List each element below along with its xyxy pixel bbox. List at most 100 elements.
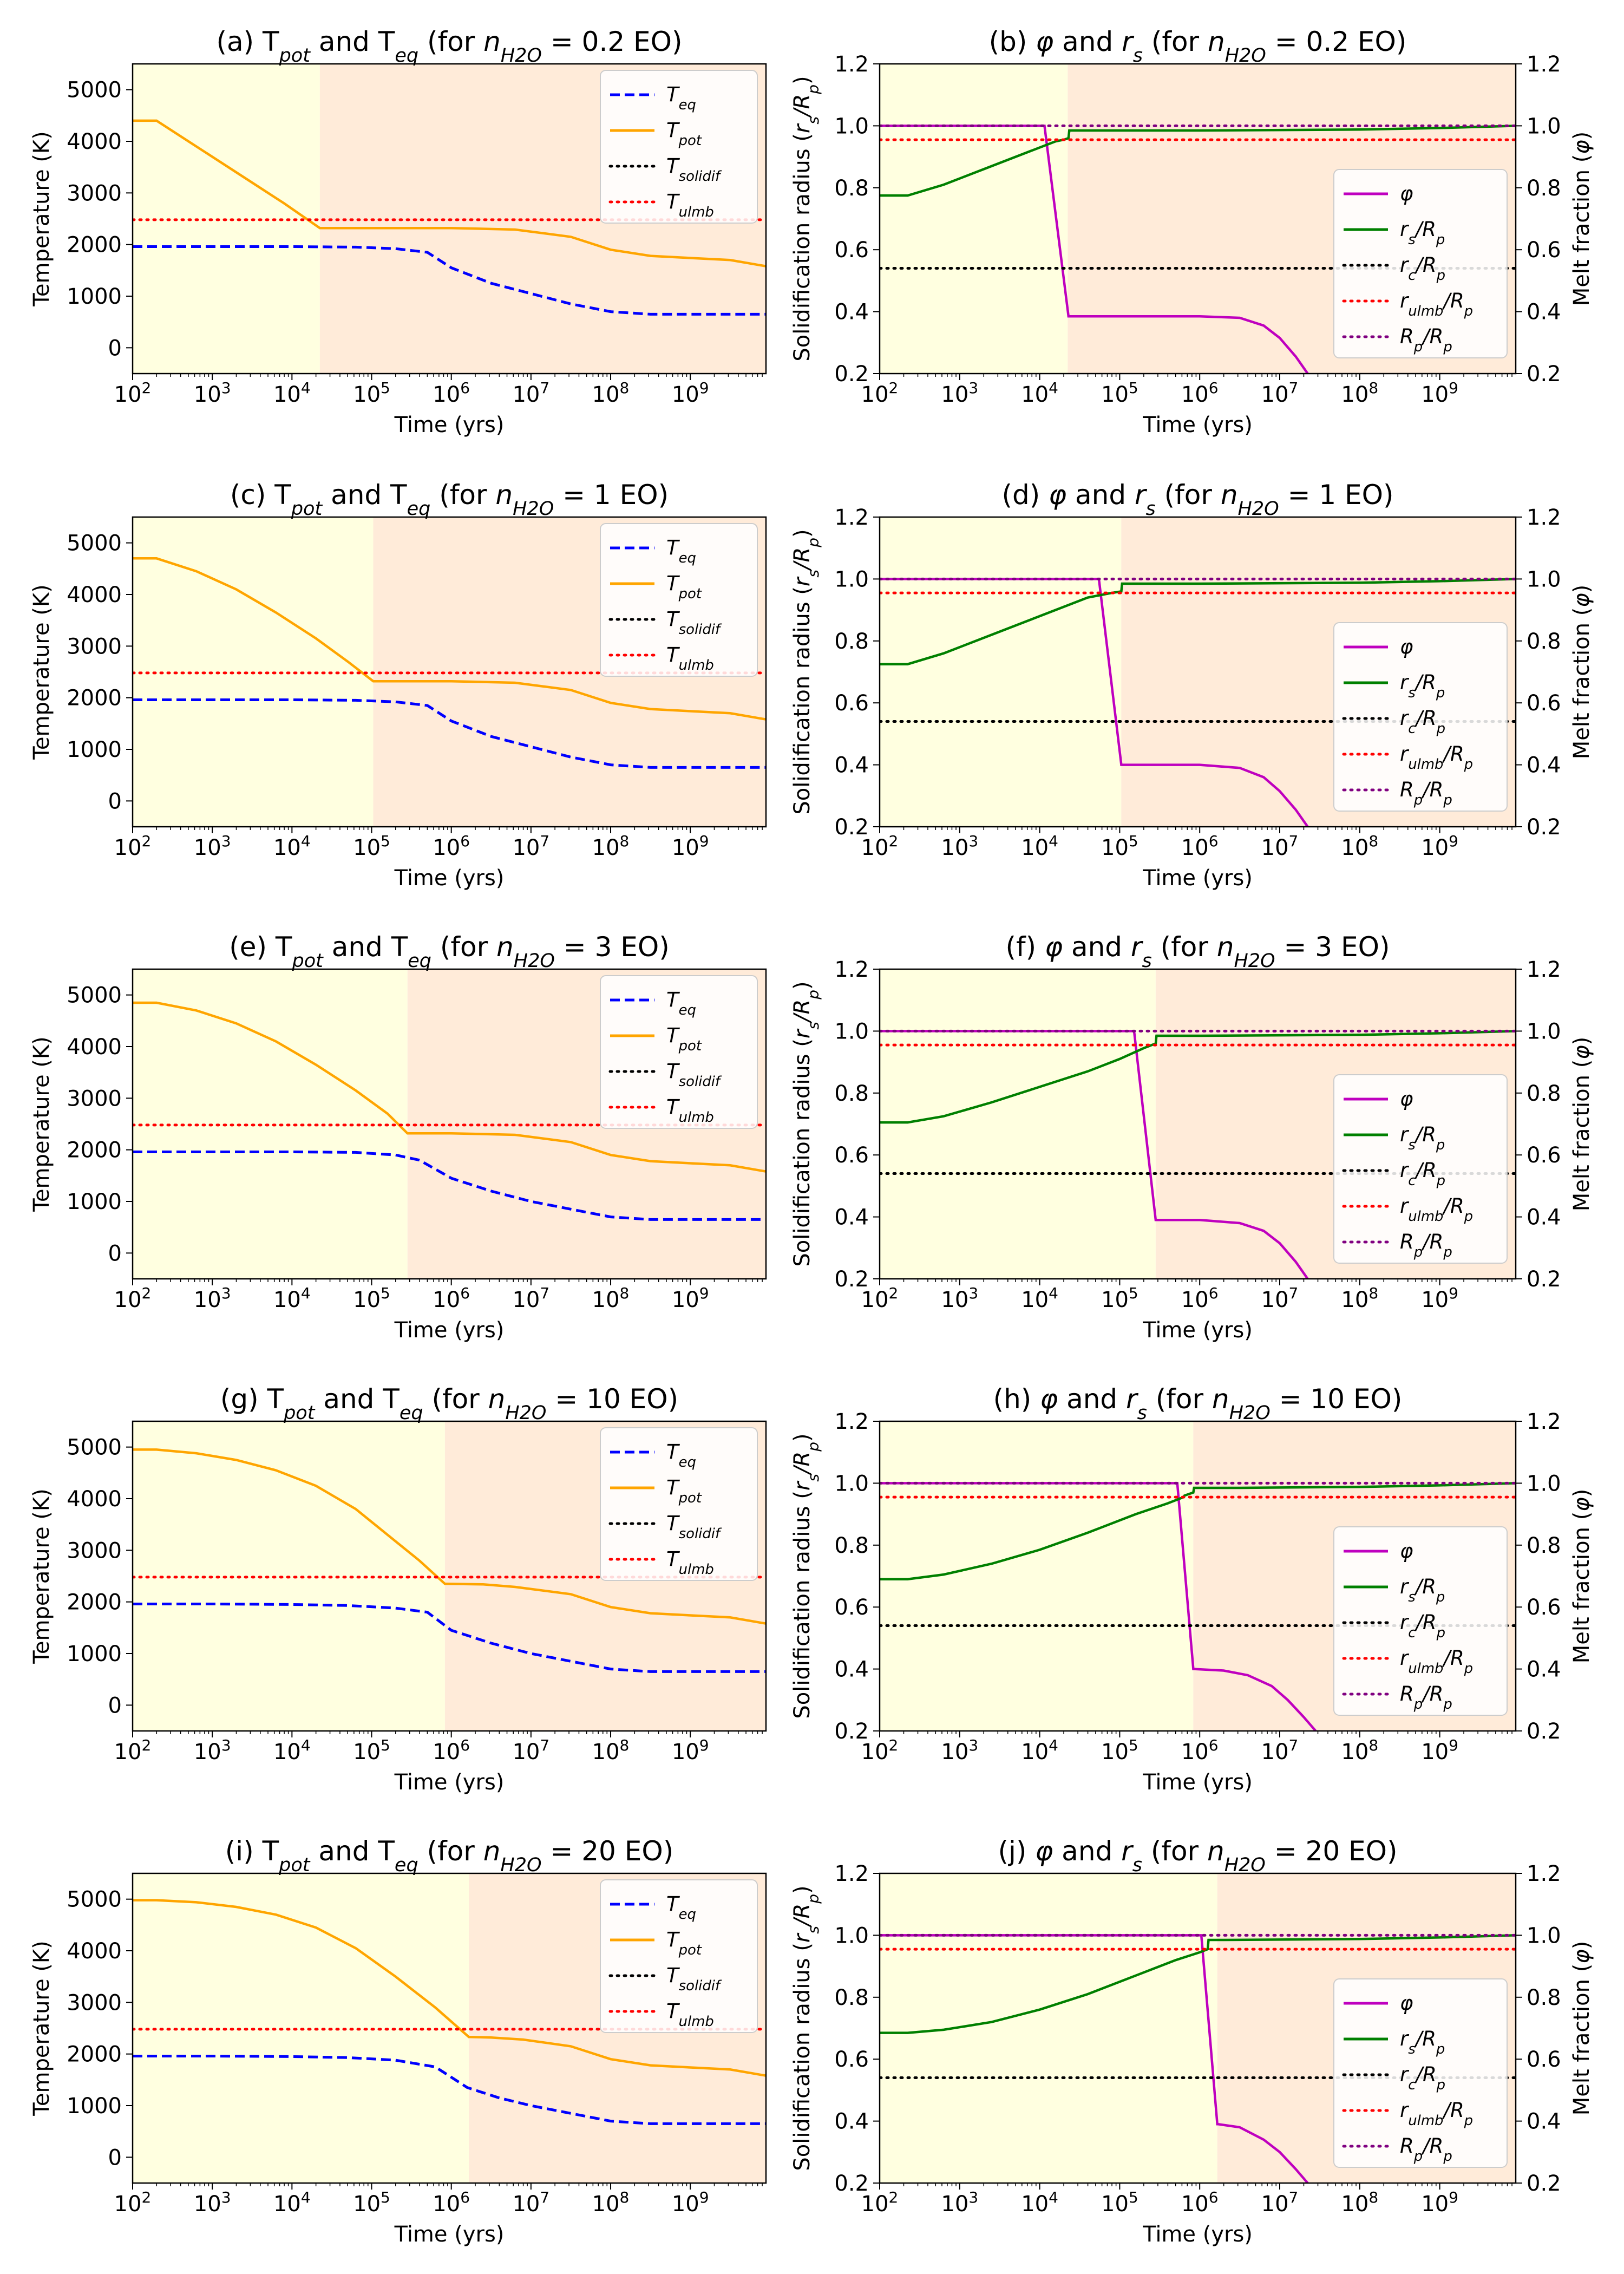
series-φ-line <box>880 1030 1309 1279</box>
plot-frame <box>879 63 1517 375</box>
legend-label: Tsolidif <box>666 154 722 185</box>
panel-title: (f) φ and rs (for nH2O = 3 EO) <box>1006 931 1390 972</box>
x-tick-label: 102 <box>861 379 899 408</box>
x-tick-label: 106 <box>1181 1736 1219 1765</box>
x-axis-label: Time (yrs) <box>1142 1770 1253 1795</box>
y-tick-label: 0 <box>108 1241 122 1266</box>
x-tick-label: 103 <box>941 379 978 408</box>
legend-label: rc/Rp <box>1400 1611 1445 1641</box>
x-tick-label: 104 <box>1021 1736 1058 1765</box>
panel-h: 102 103 104 105 106 107 108 109 Time (yrs) 0.2 0.2… <box>790 1383 1594 1795</box>
series-φ-line <box>880 1482 1317 1731</box>
x-axis-label: Time (yrs) <box>394 866 505 891</box>
y-right-tick-label: 0.8 <box>1527 1081 1561 1106</box>
panel-d: 102 103 104 105 106 107 108 109 Time (yrs) 0.2 0.2… <box>790 479 1594 891</box>
series-T-eq-line <box>133 245 766 316</box>
y-right-tick-label: 1.0 <box>1527 1923 1561 1948</box>
y-tick-label: 1.2 <box>834 52 869 77</box>
y-right-tick-label: 0.2 <box>1527 1267 1561 1292</box>
plot-frame <box>879 1872 1517 2184</box>
x-tick-label: 109 <box>1421 1284 1458 1313</box>
y-tick-label: 0.6 <box>834 691 869 716</box>
legend-box <box>1333 169 1508 358</box>
series-r-s-R-p-line <box>880 1934 1516 2034</box>
panel-title: (i) Tpot and Teq (for nH2O = 20 EO) <box>225 1835 673 1876</box>
x-axis-label: Time (yrs) <box>394 2222 505 2247</box>
legend-label: Tpot <box>666 1476 702 1506</box>
y-tick-label: 2000 <box>67 1590 122 1615</box>
x-tick-label: 103 <box>941 1284 978 1313</box>
legend-label: Tpot <box>666 572 702 602</box>
legend-label: rc/Rp <box>1400 1159 1445 1189</box>
x-tick-label: 109 <box>1421 832 1458 861</box>
panel-title: (a) Tpot and Teq (for nH2O = 0.2 EO) <box>216 26 682 67</box>
series-φ-line <box>880 125 1309 374</box>
legend-box <box>1333 1526 1508 1716</box>
legend-label: rulmb/Rp <box>1400 2099 1473 2129</box>
y-tick-label: 3000 <box>67 1990 122 2015</box>
x-tick-label: 103 <box>194 832 231 861</box>
legend-label: Teq <box>666 536 696 566</box>
legend-label: Tulmb <box>666 1095 714 1126</box>
legend-label: Teq <box>666 83 696 113</box>
x-tick-label: 103 <box>194 379 231 408</box>
y-right-tick-label: 0.2 <box>1527 1719 1561 1744</box>
legend-label: Tsolidif <box>666 1512 722 1542</box>
y-tick-label: 3000 <box>67 1538 122 1563</box>
y-axis-label: Solidification radius (rs/Rp) <box>790 1433 822 1718</box>
legend-label: Tsolidif <box>666 607 722 638</box>
x-tick-label: 104 <box>1021 379 1058 408</box>
y-tick-label: 2000 <box>67 2042 122 2067</box>
x-tick-label: 105 <box>353 1284 390 1313</box>
x-axis-label: Time (yrs) <box>394 1318 505 1343</box>
y-right-tick-label: 1.0 <box>1527 1019 1561 1044</box>
y-tick-label: 1000 <box>67 1190 122 1214</box>
y-tick-label: 1.0 <box>834 1923 869 1948</box>
y-right-tick-label: 0.2 <box>1527 815 1561 840</box>
plot-frame <box>879 516 1517 828</box>
series-T-pot-line <box>133 557 766 721</box>
x-tick-label: 109 <box>672 1736 709 1765</box>
y-right-tick-label: 1.2 <box>1527 957 1561 982</box>
y-right-tick-label: 0.2 <box>1527 2171 1561 2196</box>
y-tick-label: 0.4 <box>834 2109 869 2134</box>
y-right-tick-label: 0.4 <box>1527 2109 1561 2134</box>
legend-box <box>600 70 758 224</box>
x-tick-label: 106 <box>1181 1284 1219 1313</box>
x-tick-label: 108 <box>592 832 630 861</box>
y-tick-label: 0 <box>108 789 122 814</box>
x-tick-label: 102 <box>861 1284 899 1313</box>
legend-label: Rp/Rp <box>1400 2134 1452 2165</box>
x-tick-label: 104 <box>1021 1284 1058 1313</box>
legend-label: rs/Rp <box>1400 218 1445 248</box>
panel-f: 102 103 104 105 106 107 108 109 Time (yrs) 0.2 0.2… <box>790 931 1594 1343</box>
y-tick-label: 5000 <box>67 531 122 556</box>
legend-label: Tulmb <box>666 1547 714 1578</box>
y-axis-label: Solidification radius (rs/Rp) <box>790 981 822 1266</box>
y-tick-label: 1.2 <box>834 957 869 982</box>
x-tick-label: 105 <box>1101 832 1138 861</box>
y-axis-label: Solidification radius (rs/Rp) <box>790 1885 822 2171</box>
legend-label: Tulmb <box>666 190 714 220</box>
legend-label: Tpot <box>666 119 702 149</box>
x-tick-label: 105 <box>353 379 390 408</box>
x-tick-label: 109 <box>1421 379 1458 408</box>
x-tick-label: 102 <box>114 2188 152 2217</box>
series-T-eq-line <box>133 2055 766 2125</box>
x-tick-label: 106 <box>433 1736 470 1765</box>
y-right-tick-label: 0.4 <box>1527 1657 1561 1682</box>
x-tick-label: 108 <box>1341 1736 1378 1765</box>
x-tick-label: 109 <box>672 379 709 408</box>
x-tick-label: 106 <box>433 2188 470 2217</box>
x-tick-label: 103 <box>194 1284 231 1313</box>
y-right-tick-label: 0.8 <box>1527 629 1561 654</box>
y-tick-label: 0 <box>108 2145 122 2170</box>
x-tick-label: 107 <box>1261 1736 1299 1765</box>
y-tick-label: 5000 <box>67 1435 122 1460</box>
y-tick-label: 3000 <box>67 1086 122 1111</box>
legend-label: Teq <box>666 1892 696 1923</box>
y-tick-label: 0 <box>108 336 122 361</box>
y-right-tick-label: 0.4 <box>1527 753 1561 778</box>
plot-frame <box>879 968 1517 1280</box>
x-tick-label: 106 <box>1181 379 1219 408</box>
